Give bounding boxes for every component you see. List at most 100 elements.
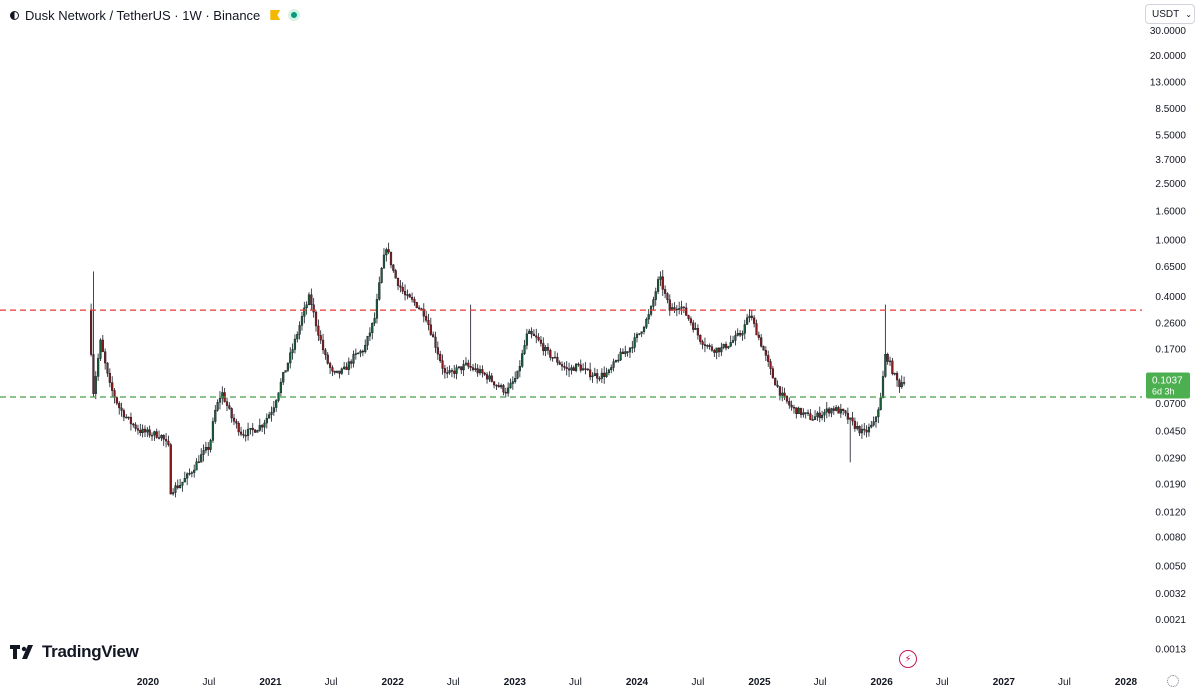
candle-up <box>631 340 634 354</box>
candle-up <box>270 406 273 422</box>
candle-down <box>760 334 763 348</box>
candle-down <box>429 317 432 336</box>
candle-down <box>776 380 779 388</box>
candle-down <box>764 346 767 362</box>
candle-down <box>439 350 442 363</box>
candle-up <box>654 287 657 306</box>
candle-down <box>724 341 728 351</box>
candle-down <box>769 358 772 376</box>
x-tick-label: 2026 <box>871 677 894 688</box>
candle-down <box>422 303 425 323</box>
y-tick-label: 0.0450 <box>1155 426 1186 437</box>
candle-up <box>731 335 735 344</box>
candle-down <box>753 315 756 328</box>
brand-logo[interactable]: TradingView <box>10 642 139 662</box>
candle-up <box>146 426 149 438</box>
candle-up <box>371 322 374 340</box>
candle-up <box>457 366 461 370</box>
candle-up <box>518 360 521 378</box>
candle-up <box>816 411 819 421</box>
x-tick-label: 2022 <box>382 677 405 688</box>
candle-down <box>535 328 538 344</box>
time-axis[interactable]: 2020 Jul 2021 Jul 2022 Jul 2023 Jul 2024 Jul 2025 J… <box>137 677 1138 688</box>
candle-up <box>671 303 674 311</box>
candle-down <box>115 396 118 406</box>
x-tick-label: 2023 <box>504 677 527 688</box>
bolt-icon[interactable]: ⚡ <box>899 650 917 668</box>
candle-down <box>134 422 137 432</box>
candle-down <box>858 425 861 437</box>
candle-down <box>254 428 257 433</box>
candle-up <box>881 370 885 399</box>
candle-up <box>617 354 620 363</box>
settings-icon[interactable] <box>1167 675 1179 687</box>
candle-down <box>708 343 711 350</box>
candle-down <box>863 423 866 436</box>
candle-down <box>101 335 104 353</box>
candle-up <box>553 351 557 359</box>
candle-up <box>462 360 465 376</box>
candle-down <box>668 294 671 316</box>
candle-down <box>774 377 777 386</box>
candle-down <box>235 418 238 429</box>
candle-up <box>647 309 650 324</box>
candle-up <box>849 417 852 463</box>
currency-select[interactable]: USDT ⌄ <box>1145 4 1195 24</box>
candle-down <box>136 424 140 435</box>
candle-up <box>488 371 491 382</box>
candle-up <box>382 248 386 269</box>
symbol-title[interactable]: Dusk Network / TetherUS · 1W · Binance <box>25 7 261 23</box>
candle-down <box>350 359 353 369</box>
candle-down <box>164 433 168 448</box>
candle-up <box>258 418 261 432</box>
candle-up <box>797 406 800 415</box>
candle-down <box>436 341 439 360</box>
candle-down <box>846 407 849 425</box>
candle-up <box>125 414 128 419</box>
candle-down <box>767 350 770 367</box>
price-axis[interactable]: 30.0000 20.0000 13.0000 8.5000 5.5000 3.7000 2… <box>1150 26 1187 655</box>
candle-down <box>788 397 791 409</box>
candle-up <box>870 420 873 429</box>
candle-up <box>272 401 275 416</box>
candle-up <box>246 422 250 441</box>
candle-up <box>884 304 887 378</box>
x-tick-label: Jul <box>814 677 827 688</box>
candle-up <box>642 325 646 335</box>
candle-up <box>722 343 725 350</box>
candle-down <box>443 364 446 379</box>
candle-down <box>596 369 599 384</box>
candle-down <box>865 425 868 438</box>
candle-down <box>844 409 847 417</box>
candle-up <box>509 378 512 389</box>
y-tick-label: 0.0013 <box>1155 645 1186 656</box>
candle-down <box>750 310 753 321</box>
candle-up <box>406 289 409 300</box>
flag-icon[interactable] <box>270 10 281 20</box>
candle-down <box>104 348 107 370</box>
candle-up <box>593 367 596 377</box>
candle-down <box>809 409 812 421</box>
candle-up <box>734 330 737 346</box>
candle-up <box>263 419 266 435</box>
candle-up <box>877 407 880 424</box>
candle-up <box>190 471 193 478</box>
candle-down <box>324 347 327 360</box>
candle-up <box>277 392 280 403</box>
candle-down <box>389 251 393 269</box>
chart-header: Dusk Network / TetherUS · 1W · Binance <box>10 6 301 24</box>
candle-up <box>628 347 632 359</box>
y-tick-label: 0.4000 <box>1155 292 1186 303</box>
candle-down <box>485 372 489 384</box>
candle-down <box>476 364 479 377</box>
y-tick-label: 1.6000 <box>1155 207 1186 218</box>
y-tick-label: 0.0190 <box>1155 479 1186 490</box>
candle-up <box>375 293 379 324</box>
x-tick-label: 2027 <box>993 677 1016 688</box>
candle-up <box>218 391 222 410</box>
candle-down <box>598 376 601 382</box>
y-tick-label: 20.0000 <box>1150 51 1187 62</box>
candle-up <box>804 412 807 419</box>
x-tick-label: Jul <box>692 677 705 688</box>
